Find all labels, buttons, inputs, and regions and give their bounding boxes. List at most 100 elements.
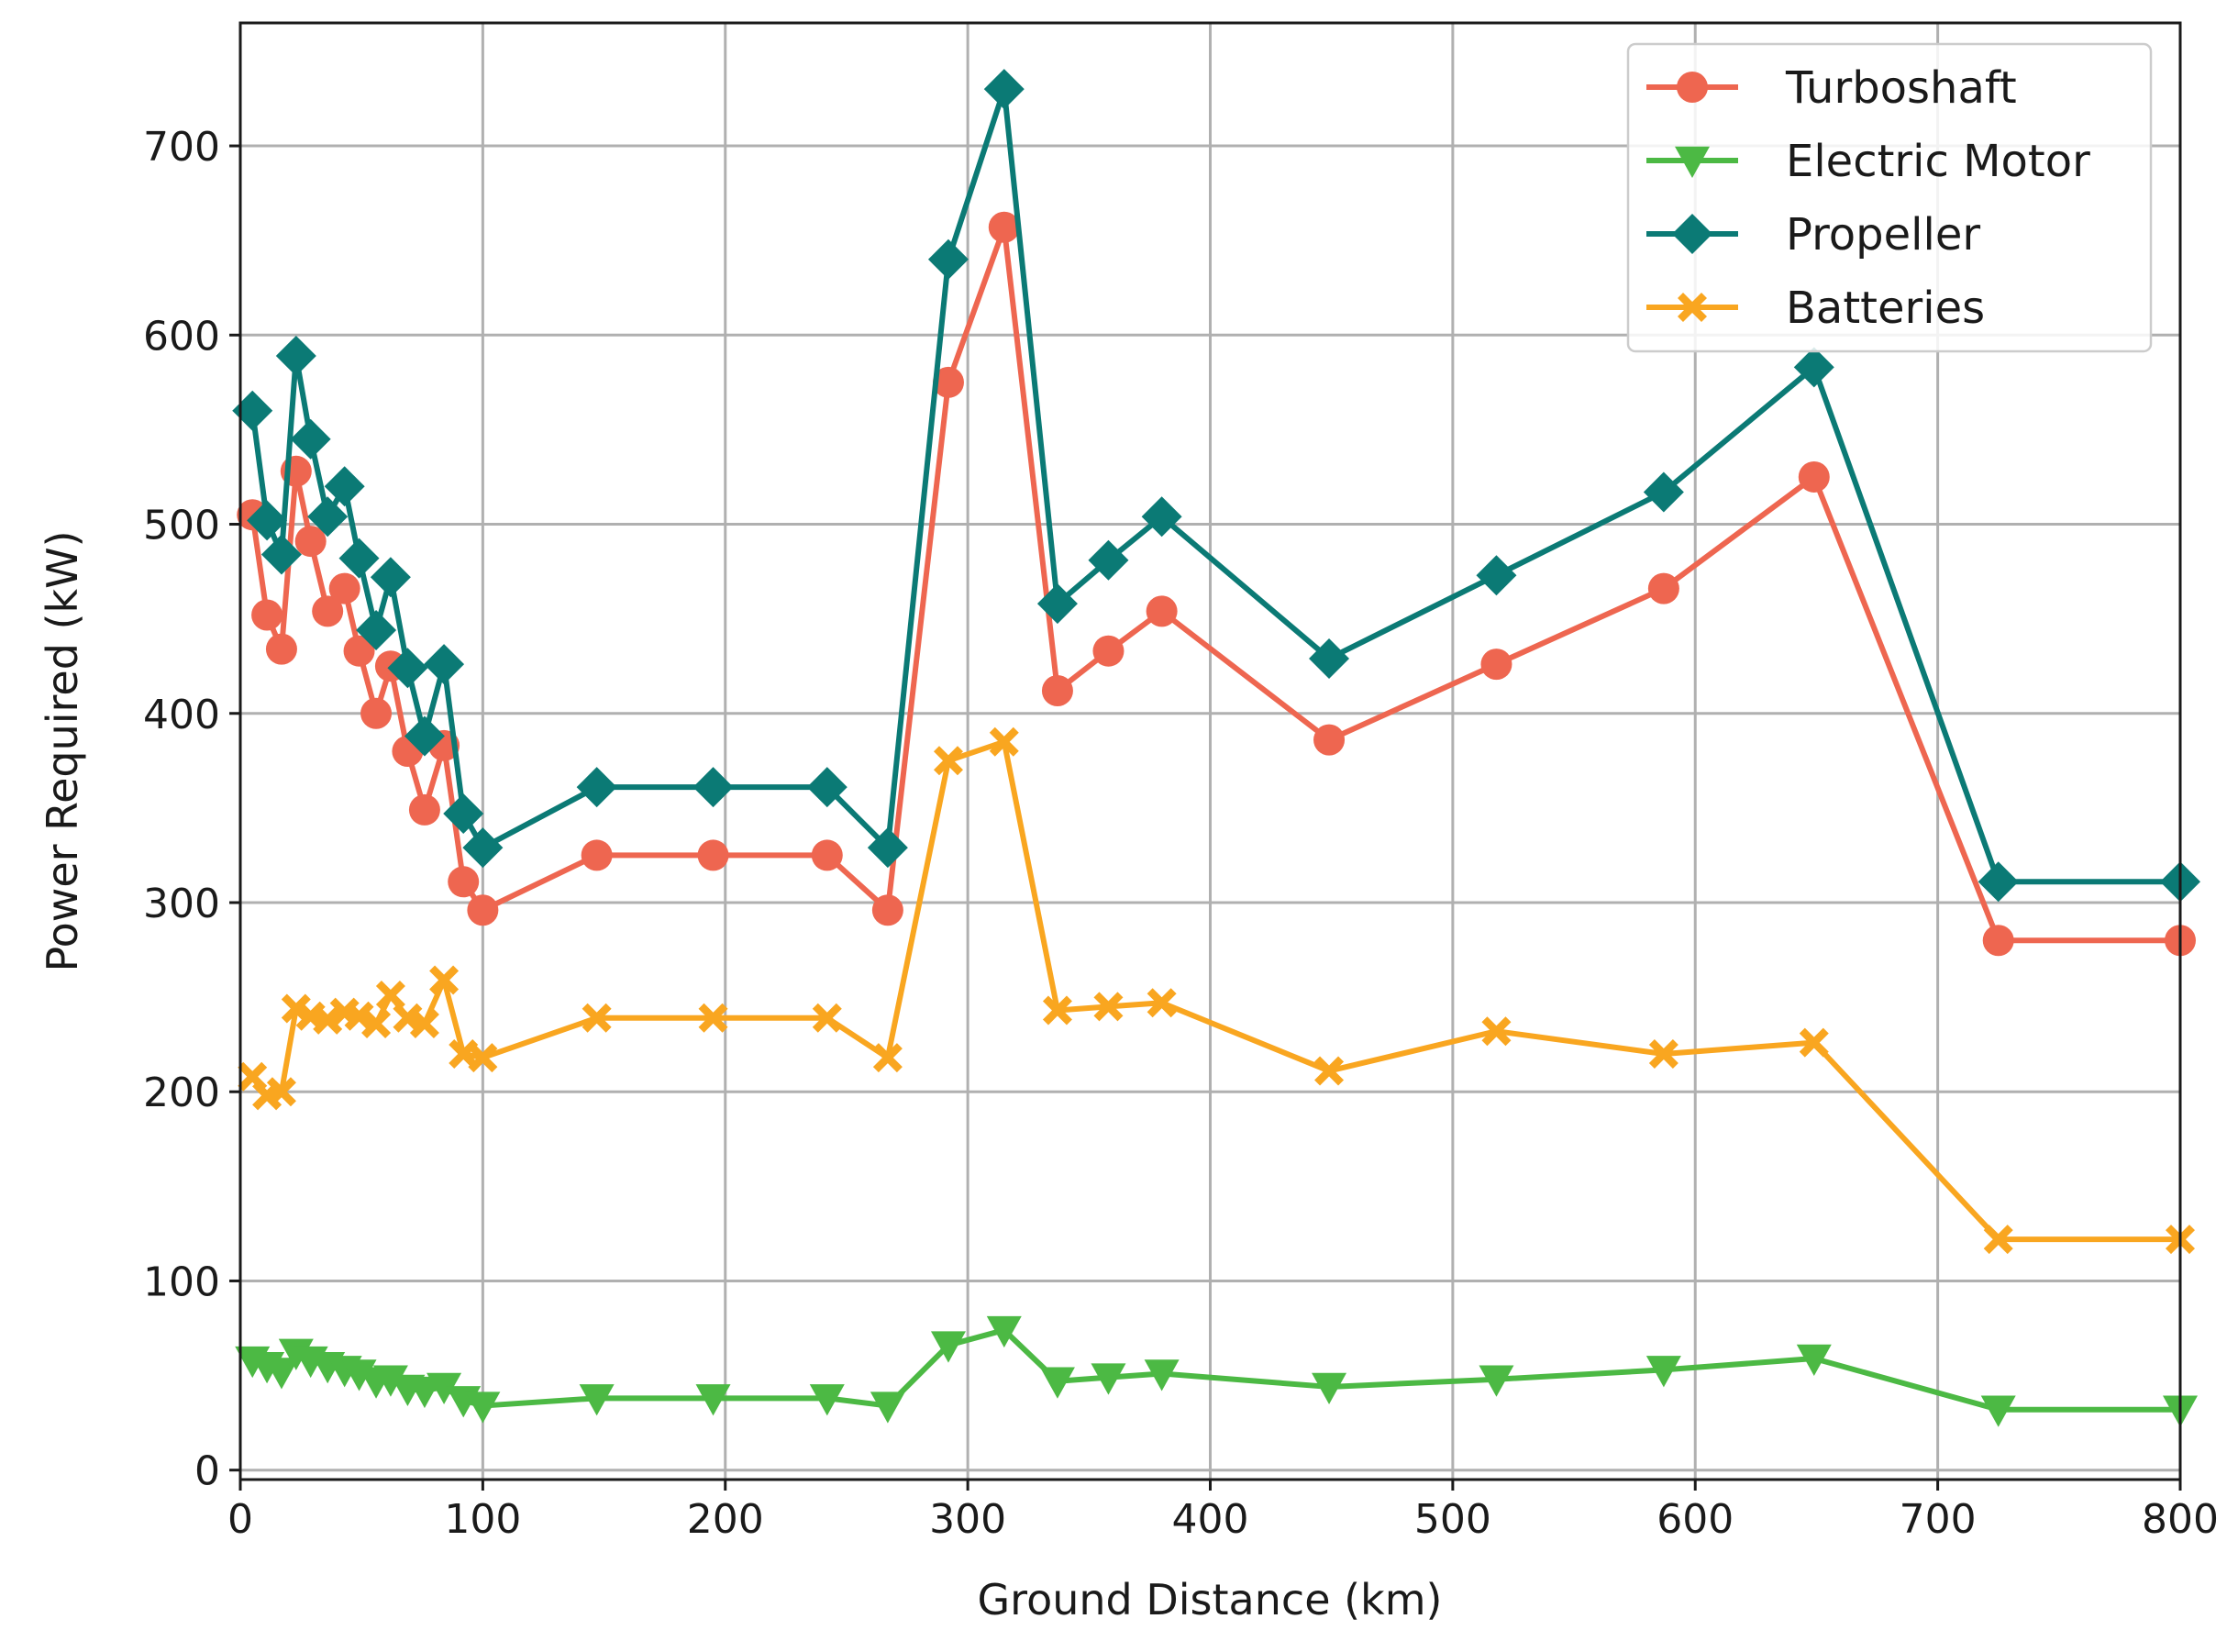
data-point-propeller [356, 610, 397, 651]
legend-marker-propeller [1672, 214, 1712, 254]
data-point-propeller [324, 466, 365, 507]
data-point-turboshaft [697, 839, 729, 871]
data-point-propeller [370, 557, 411, 598]
legend: Turboshaft Electric Motor Propeller Batteri… [1626, 42, 2153, 353]
data-point-batteries [812, 1003, 842, 1033]
data-point-turboshaft [988, 211, 1020, 243]
data-point-propeller [232, 390, 273, 431]
legend-marker-turboshaft [1677, 72, 1708, 103]
data-point-batteries [1042, 995, 1072, 1026]
x-axis-title: Ground Distance (km) [978, 1575, 1443, 1624]
data-point-propeller [260, 534, 302, 575]
data-point-turboshaft [1313, 724, 1346, 756]
x-tick-label: 200 [687, 1496, 764, 1543]
data-point-propeller [1978, 861, 2019, 903]
data-point-electric-motor [1039, 1367, 1075, 1399]
data-point-propeller [1088, 539, 1129, 581]
data-point-electric-motor [1796, 1344, 1832, 1377]
x-tick-label: 600 [1656, 1496, 1734, 1543]
x-tick-label: 700 [1900, 1496, 1977, 1543]
data-point-turboshaft [448, 866, 480, 898]
data-point-turboshaft [1146, 595, 1178, 627]
y-tick-label: 500 [143, 503, 220, 549]
x-tick-label: 300 [929, 1496, 1006, 1543]
y-axis-ticks: 0 100 200 300 400 500 600 700 [143, 124, 240, 1495]
data-point-electric-motor [1312, 1372, 1347, 1404]
data-point-batteries [344, 1001, 374, 1031]
x-tick-label: 100 [444, 1496, 521, 1543]
data-point-electric-motor [427, 1372, 462, 1404]
data-point-turboshaft [1041, 675, 1073, 707]
data-point-batteries [1147, 988, 1177, 1018]
data-point-batteries [468, 1043, 498, 1073]
legend-entry-propeller: Propeller [1646, 209, 1980, 261]
series-electric-motor [235, 1315, 2198, 1427]
data-point-batteries [313, 1004, 343, 1035]
data-point-turboshaft [1647, 572, 1679, 604]
data-point-electric-motor [986, 1315, 1022, 1348]
data-point-electric-motor [1980, 1395, 2016, 1427]
legend-entry-batteries: Batteries [1646, 283, 1985, 334]
data-point-propeller [338, 538, 380, 579]
data-point-propeller [404, 715, 445, 757]
data-point-electric-motor [1144, 1359, 1180, 1391]
y-tick-label: 400 [143, 692, 220, 738]
data-point-propeller [806, 767, 848, 808]
data-point-propeller [443, 793, 484, 835]
y-tick-label: 200 [143, 1070, 220, 1116]
data-point-propeller [927, 238, 969, 280]
data-point-turboshaft [467, 894, 499, 926]
data-point-batteries [281, 993, 311, 1024]
data-point-propeller [424, 644, 465, 685]
data-point-electric-motor [1091, 1363, 1126, 1395]
plot-series [232, 69, 2200, 1427]
data-point-batteries [375, 981, 405, 1011]
data-point-batteries [429, 965, 460, 995]
data-point-batteries [698, 1003, 728, 1033]
data-point-turboshaft [360, 697, 393, 729]
x-tick-label: 500 [1414, 1496, 1491, 1543]
data-point-electric-motor [1479, 1365, 1514, 1397]
data-point-propeller [576, 767, 617, 808]
legend-label-electric-motor: Electric Motor [1786, 136, 2090, 187]
y-tick-label: 0 [194, 1448, 220, 1495]
data-point-batteries [361, 1008, 392, 1038]
data-point-propeller [1141, 496, 1182, 538]
data-point-propeller [275, 335, 316, 376]
data-point-propeller [1793, 347, 1834, 388]
data-point-batteries [1481, 1016, 1512, 1047]
data-point-turboshaft [1798, 460, 1830, 493]
y-tick-label: 100 [143, 1258, 220, 1305]
data-point-turboshaft [328, 572, 360, 604]
legend-entry-turboshaft: Turboshaft [1646, 62, 2017, 114]
data-point-propeller [247, 500, 288, 541]
data-point-batteries [266, 1077, 296, 1107]
data-point-batteries [872, 1043, 903, 1073]
data-point-propeller [867, 827, 908, 869]
data-point-turboshaft [251, 599, 283, 631]
data-point-electric-motor [465, 1391, 501, 1424]
data-point-batteries [1983, 1225, 2013, 1255]
data-point-batteries [989, 726, 1019, 757]
data-point-electric-motor [809, 1384, 845, 1416]
data-point-turboshaft [932, 366, 964, 398]
data-point-batteries [1093, 992, 1124, 1022]
data-point-electric-motor [870, 1391, 905, 1424]
data-point-propeller [1036, 583, 1078, 625]
data-point-turboshaft [581, 839, 613, 871]
data-point-electric-motor [1645, 1356, 1681, 1388]
x-tick-label: 800 [2142, 1496, 2219, 1543]
y-tick-label: 600 [143, 313, 220, 360]
data-point-propeller [1309, 638, 1350, 679]
data-point-electric-motor [695, 1384, 731, 1416]
data-point-turboshaft [294, 526, 327, 558]
data-point-batteries [409, 1008, 439, 1038]
data-point-electric-motor [372, 1365, 408, 1397]
x-tick-label: 0 [227, 1496, 253, 1543]
data-point-propeller [1476, 555, 1517, 596]
y-axis-title: Power Required (kW) [38, 530, 87, 971]
series-propeller [232, 69, 2200, 903]
data-point-turboshaft [871, 894, 903, 926]
legend-box [1626, 42, 2153, 353]
